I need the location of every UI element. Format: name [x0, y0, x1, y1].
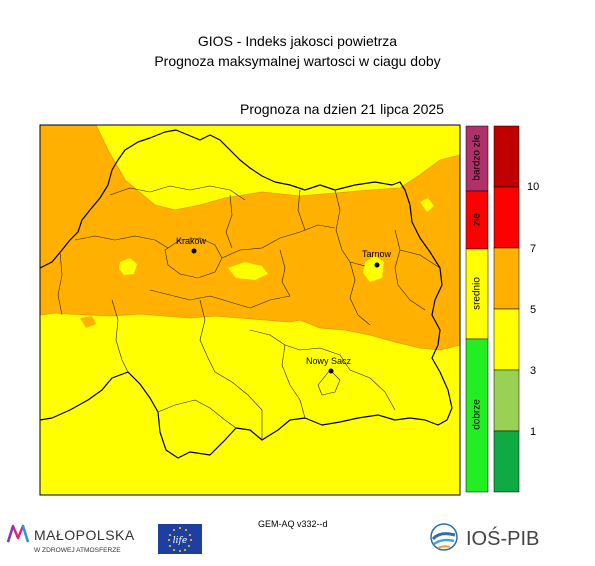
- ios-pib-logo: IOŚ-PIB: [430, 523, 539, 551]
- map-frame: [39, 124, 461, 496]
- scale-tick: 3: [530, 365, 537, 377]
- city-label-krakow: Krakow: [176, 236, 207, 246]
- scale-tick: 10: [527, 181, 540, 193]
- map-title: GIOS - Indeks jakosci powietrza: [197, 33, 398, 49]
- legend-label-zle: zle: [471, 213, 483, 226]
- krakow-marker: [191, 248, 197, 254]
- model-version: GEM-AQ v332--d: [258, 519, 328, 529]
- scale-band-1: [493, 430, 520, 493]
- malopolska-name: MAŁOPOLSKA: [34, 527, 135, 543]
- zone-level-4-krakow: [119, 258, 137, 275]
- zone-level-5: [40, 125, 460, 350]
- zone-level-5-south-island: [80, 316, 96, 328]
- scale-tick: 1: [530, 426, 537, 438]
- nowy-sacz-marker: [328, 368, 334, 374]
- city-label-tarnow: Tarnow: [362, 249, 392, 259]
- legend-label-dobrze: dobrze: [471, 399, 483, 430]
- province-border: [39, 129, 453, 459]
- scale-band-6: [493, 125, 520, 188]
- county-borders: [57, 185, 441, 440]
- city-label-nowy-sacz: Nowy Sacz: [306, 356, 352, 366]
- zone-level-4-center: [228, 262, 268, 280]
- category-legend: [465, 125, 489, 493]
- eu-life-text: life: [173, 536, 187, 546]
- eu-life-logo: life: [158, 524, 202, 554]
- legend-label-srednio: srednio: [471, 277, 483, 310]
- scale-tick: 5: [530, 304, 537, 316]
- ios-pib-name: IOŚ-PIB: [466, 526, 539, 550]
- zone-level-4-east: [420, 198, 434, 212]
- scale-tick: 7: [530, 243, 537, 255]
- malopolska-tagline: W ZDROWEJ ATMOSFERZE: [34, 547, 121, 554]
- scale-legend: [493, 125, 520, 493]
- zone-contours: [39, 124, 461, 351]
- legend-label-bardzo-zle: bardzo zle: [471, 134, 483, 181]
- forecast-date: Prognoza na dzien 21 lipca 2025: [240, 101, 444, 117]
- tarnow-marker: [374, 262, 380, 268]
- scale-band-4: [493, 247, 520, 310]
- scale-band-2: [493, 369, 520, 432]
- zone-level-4-tarnow: [363, 256, 384, 282]
- malopolska-logo: MAŁOPOLSKA W ZDROWEJ ATMOSFERZE: [6, 524, 135, 554]
- scale-band-5: [493, 186, 520, 249]
- map-subtitle: Prognoza maksymalnej wartosci w ciagu do…: [154, 53, 441, 69]
- legend-dobrze: [465, 338, 489, 493]
- zone-level-5-west-island: [92, 160, 104, 172]
- scale-band-3: [493, 308, 520, 371]
